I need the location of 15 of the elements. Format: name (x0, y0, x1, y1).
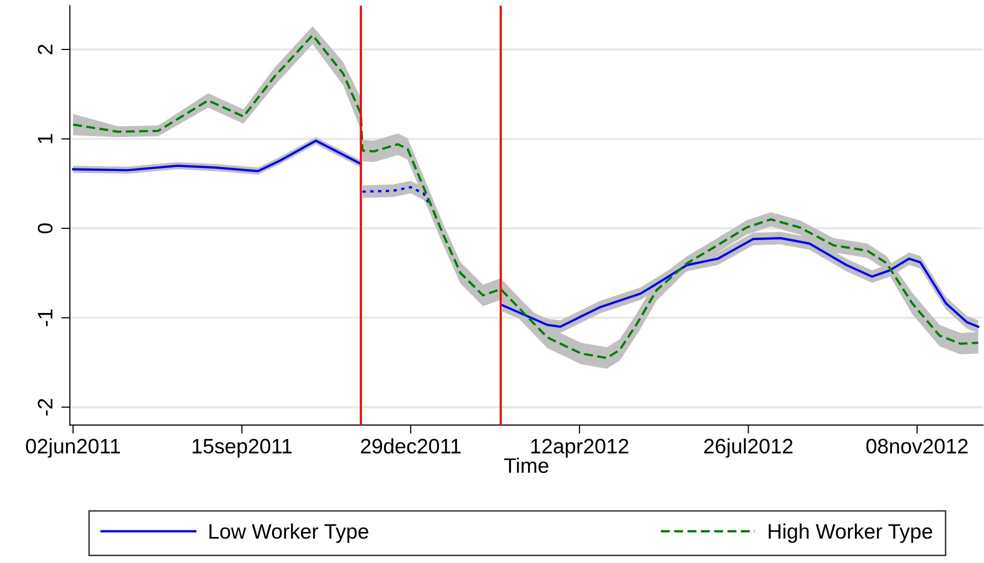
y-tick-label: 0 (38, 223, 53, 234)
x-tick-label: 02jun2011 (26, 438, 120, 458)
x-tick-label: 08nov2012 (866, 438, 968, 454)
y-tick-label: -1 (38, 310, 52, 326)
x-tick-label: 12apr2012 (531, 438, 628, 458)
y-tick-label: 2 (38, 44, 52, 54)
x-tick-label: 29dec2011 (360, 438, 460, 454)
x-axis-title: Time (504, 458, 548, 473)
legend-label: Low Worker Type (210, 523, 368, 543)
y-tick-label: -2 (38, 398, 52, 416)
x-tick-label: 15sep2011 (192, 438, 292, 458)
legend-label: High Worker Type (768, 523, 932, 543)
x-tick-label: 26jul2012 (704, 438, 792, 458)
line-series (361, 186, 430, 204)
y-tick-label: 1 (38, 134, 52, 144)
